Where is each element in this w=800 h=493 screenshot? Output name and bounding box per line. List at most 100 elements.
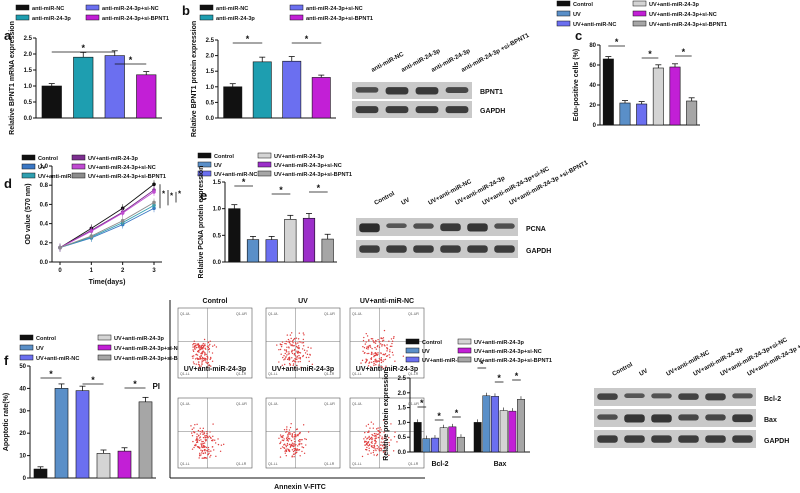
f-flow-quadrant-label: Q1-UR — [236, 402, 247, 406]
f-flow-event — [384, 423, 387, 425]
f-flow-event — [386, 348, 389, 350]
f-legend-label: Control — [36, 336, 56, 342]
f-flow-event — [196, 354, 199, 356]
f-flow-event — [200, 454, 202, 456]
panel-letter-f: f — [4, 353, 9, 368]
f-flow-event — [212, 423, 214, 425]
f-flow-event — [375, 433, 377, 435]
b-legend-swatch — [289, 4, 304, 11]
f-flow-event — [299, 356, 302, 359]
f-flow-event — [302, 345, 305, 347]
f-flow-event — [202, 442, 204, 445]
f-flow-event — [378, 346, 381, 348]
f-flow-event — [292, 339, 294, 342]
f-flow-plot — [265, 397, 341, 469]
c-sig-star: * — [682, 47, 686, 57]
f-flow-event — [371, 338, 374, 340]
f-flow-event — [296, 346, 298, 348]
f-bar — [54, 388, 69, 479]
f-flow-event — [386, 350, 388, 352]
g-blot-gapdh-band — [624, 435, 645, 443]
c-bar — [669, 66, 681, 126]
f-flow-event — [197, 343, 200, 345]
f-flow-event — [195, 353, 197, 356]
f-flow-event — [379, 426, 381, 429]
f-flow-event — [298, 332, 301, 334]
f-flow-event — [288, 450, 291, 453]
e-blot-pcna-band — [494, 223, 515, 229]
f-flow-event — [286, 444, 289, 446]
a-sig-star: * — [129, 55, 133, 65]
c-bar — [602, 58, 614, 126]
e-blot-row-label: GAPDH — [526, 248, 551, 255]
g-bar — [517, 399, 525, 453]
g-blot-row-label: GAPDH — [764, 438, 789, 445]
f-flow-event — [209, 340, 211, 342]
g-sig-star: * — [480, 359, 484, 369]
f-flow-event — [285, 437, 288, 440]
f-flow-event — [366, 352, 368, 355]
d-y-tick-label: 1.0 — [40, 164, 49, 170]
f-flow-quadrant-label: Q1-LR — [236, 372, 247, 376]
f-flow-event — [367, 423, 370, 426]
f-flow-event — [211, 360, 214, 362]
f-flow-event — [382, 339, 385, 341]
f-flow-event — [195, 443, 197, 446]
f-flow-event — [291, 436, 294, 438]
f-flow-event — [196, 439, 198, 442]
f-flow-event — [283, 444, 285, 446]
f-flow-event — [378, 364, 380, 366]
f-flow-event — [368, 436, 370, 439]
d-legend-label: UV+anti-miR-24-3p+si-NC — [88, 165, 156, 171]
f-flow-event — [381, 437, 383, 440]
f-flow-event — [276, 344, 278, 346]
f-flow-event — [201, 346, 203, 349]
f-flow-event — [210, 454, 212, 457]
c-legend-label: UV+anti-miR-24-3p+si-BPNT1 — [649, 22, 727, 28]
f-flow-event — [285, 450, 288, 453]
g-blot-row-label: Bax — [764, 417, 777, 424]
f-flow-event — [379, 341, 381, 343]
f-flow-event — [203, 357, 205, 360]
e-y-tick-label: 0.5 — [213, 233, 222, 239]
f-flow-event — [204, 435, 206, 437]
f-flow-event — [386, 344, 388, 346]
f-flow-event — [296, 451, 298, 453]
f-flow-event — [375, 449, 377, 452]
a-bar — [104, 55, 125, 119]
f-flow-event — [299, 441, 301, 443]
f-flow-event — [304, 438, 306, 440]
d-legend-swatch — [21, 154, 36, 161]
f-flow-quadrant-label: Q1-UL — [180, 312, 190, 316]
c-y-axis-label: Edu-positive cells (%) — [573, 49, 580, 121]
f-flow-event — [301, 450, 303, 453]
f-flow-event — [301, 342, 303, 344]
b-blot-gapdh-band — [445, 106, 469, 114]
f-flow-event — [361, 455, 364, 458]
f-flow-event — [371, 440, 373, 443]
f-flow-event — [281, 436, 283, 439]
f-flow-event — [205, 353, 207, 356]
f-flow-quadrant-label: Q1-UR — [324, 402, 335, 406]
f-flow-event — [307, 431, 310, 433]
f-flow-event — [278, 437, 280, 439]
f-flow-event — [379, 359, 381, 361]
f-flow-event — [286, 358, 289, 361]
f-flow-event — [293, 338, 295, 341]
f-flow-event — [292, 450, 295, 453]
f-flow-quadrant-label: Q1-LR — [324, 462, 335, 466]
f-flow-event — [380, 449, 382, 452]
f-flow-event — [198, 434, 200, 437]
g-y-tick-label: 0.0 — [398, 450, 407, 456]
f-flow-event — [373, 432, 376, 435]
f-flow-event — [293, 442, 295, 445]
f-flow-event — [384, 345, 386, 347]
f-flow-event — [214, 439, 216, 441]
g-blot-bax-band — [678, 414, 699, 421]
f-flow-event — [374, 439, 377, 442]
f-flow-quadrant-label: Q1-UL — [180, 402, 190, 406]
f-flow-event — [201, 352, 204, 354]
e-blot-pcna-band — [440, 223, 461, 232]
f-flow-event — [288, 351, 290, 353]
d-legend-swatch — [21, 172, 36, 179]
